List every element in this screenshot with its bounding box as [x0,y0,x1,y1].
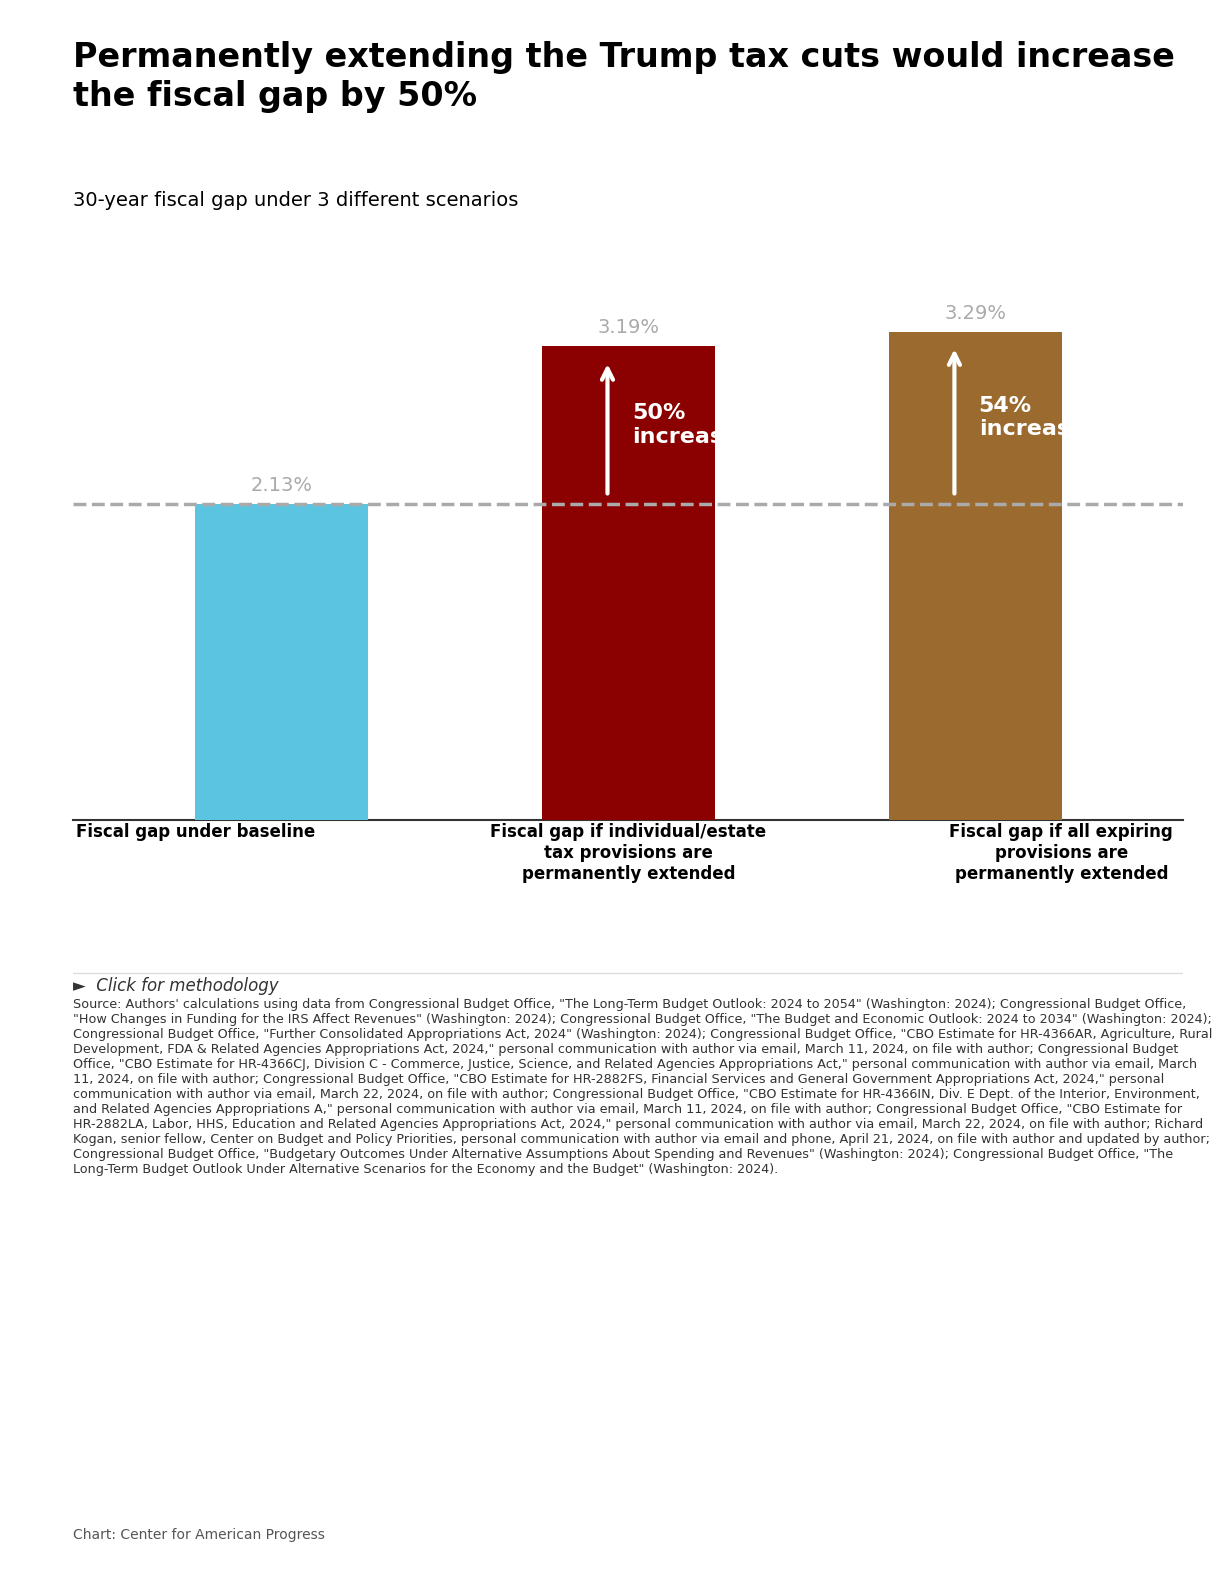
Text: 3.29%: 3.29% [944,303,1006,322]
Text: Permanently extending the Trump tax cuts would increase
the fiscal gap by 50%: Permanently extending the Trump tax cuts… [73,41,1175,113]
Text: 3.19%: 3.19% [598,319,659,338]
Text: Fiscal gap if individual/estate
tax provisions are
permanently extended: Fiscal gap if individual/estate tax prov… [490,823,766,883]
Text: Fiscal gap if all expiring
provisions are
permanently extended: Fiscal gap if all expiring provisions ar… [949,823,1174,883]
Text: Fiscal gap under baseline: Fiscal gap under baseline [76,823,315,841]
Text: Source: Authors' calculations using data from Congressional Budget Office, "The : Source: Authors' calculations using data… [73,998,1213,1177]
Text: 30-year fiscal gap under 3 different scenarios: 30-year fiscal gap under 3 different sce… [73,190,518,209]
Bar [542,346,715,820]
Bar [888,331,1061,820]
Text: Chart: Center for American Progress: Chart: Center for American Progress [73,1529,325,1542]
Bar [195,504,368,820]
Text: 54%
increase: 54% increase [978,396,1085,439]
Text: ►  Click for methodology: ► Click for methodology [73,977,279,994]
Text: 50%
increase: 50% increase [632,403,738,447]
Text: 2.13%: 2.13% [250,476,312,495]
